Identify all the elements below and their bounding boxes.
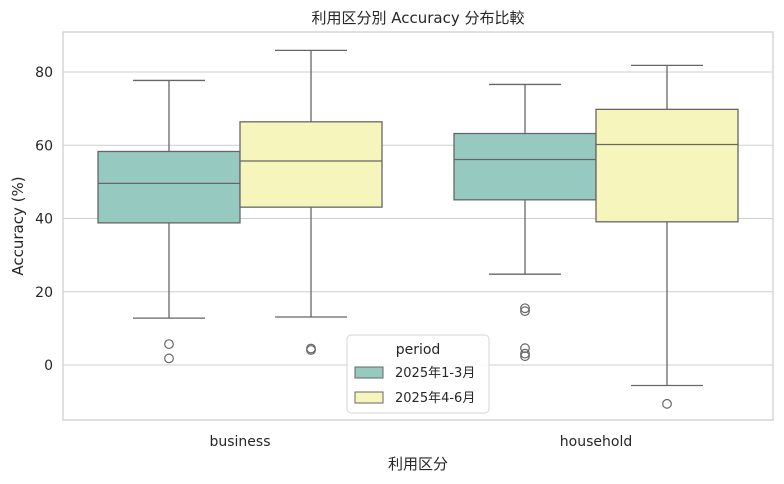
outlier-point-0 xyxy=(662,398,672,409)
y-tick-label-60: 60 xyxy=(35,138,53,154)
box-household-period-1 xyxy=(453,83,597,362)
plot-frame xyxy=(62,31,774,421)
y-tick-label-20: 20 xyxy=(35,285,53,301)
iqr-box xyxy=(595,108,739,223)
boxes xyxy=(97,49,739,409)
box-business-period-2 xyxy=(239,49,383,355)
box-household-period-2 xyxy=(595,64,739,409)
y-axis-label: Accuracy (%) xyxy=(9,176,27,275)
outlier-point-3 xyxy=(520,348,530,359)
legend-title: period xyxy=(396,342,441,358)
iqr-box xyxy=(97,150,241,224)
y-tick-label-0: 0 xyxy=(44,358,53,374)
legend-swatch-period-1 xyxy=(354,366,384,379)
outlier-point-0 xyxy=(520,303,530,314)
y-tick-labels: 0 20 40 60 80 xyxy=(35,65,53,374)
outlier-point-1 xyxy=(164,353,174,364)
outlier-point-1 xyxy=(306,345,316,355)
legend-label-period-2: 2025年4-6月 xyxy=(395,391,475,406)
x-tick-label-business: business xyxy=(209,434,270,450)
legend-label-period-1: 2025年1-3月 xyxy=(395,366,475,381)
iqr-box xyxy=(239,121,383,208)
y-tick-label-40: 40 xyxy=(35,212,53,228)
box-business-period-1 xyxy=(97,79,241,364)
x-tick-label-household: household xyxy=(560,434,632,450)
x-tick-labels: business household xyxy=(209,434,632,450)
legend-swatch-period-2 xyxy=(354,391,384,404)
outlier-point-1 xyxy=(520,306,530,317)
x-axis-label: 利用区分 xyxy=(388,455,448,473)
outlier-point-4 xyxy=(520,351,530,362)
outlier-point-0 xyxy=(164,339,174,350)
chart-title: 利用区分別 Accuracy 分布比較 xyxy=(311,9,524,27)
y-tick-label-80: 80 xyxy=(35,65,53,81)
iqr-box xyxy=(453,132,597,201)
legend: period 2025年1-3月 2025年4-6月 xyxy=(346,334,490,414)
